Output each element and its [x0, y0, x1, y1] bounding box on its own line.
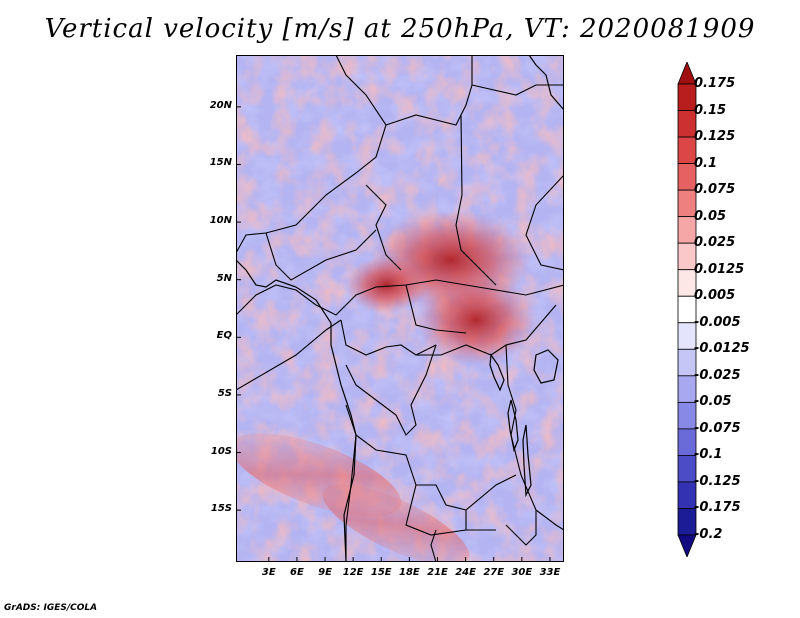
lon-tick-label: 33E — [539, 567, 561, 578]
lon-tick-label: 18E — [398, 567, 420, 578]
colorbar-level-label: 0.0125 — [694, 261, 745, 277]
lon-tick-label: 24E — [455, 567, 476, 578]
colorbar-level-label: 0.075 — [694, 182, 736, 198]
colorbar-level-label: 0.1 — [694, 155, 718, 171]
colorbar — [677, 62, 697, 557]
lon-tick-label: 6E — [290, 567, 304, 578]
ascent-band-south — [322, 484, 470, 566]
lat-tick-label: 15S — [210, 503, 232, 515]
lat-tick-label: 20N — [209, 99, 232, 111]
colorbar-level-label: 0.125 — [694, 129, 736, 145]
colorbar-level-label: 0.025 — [694, 235, 736, 251]
colorbar-level-label: 0.005 — [694, 288, 736, 304]
map-panel — [230, 54, 565, 566]
colorbar-bottom-arrow — [677, 534, 697, 557]
lon-tick-label: 12E — [342, 567, 364, 578]
colorbar-level-label: 0.175 — [694, 76, 736, 91]
lon-tick-label: 9E — [318, 567, 332, 578]
map-frame — [236, 55, 564, 562]
convection-hotspot-west — [346, 257, 426, 313]
convection-hotspot-central — [416, 275, 536, 365]
lon-tick-label: 3E — [261, 567, 276, 578]
lon-tick-label: 15E — [370, 567, 392, 578]
coastline — [235, 54, 565, 563]
footer-credit: GrADS: IGES/COLA — [4, 603, 98, 613]
lat-tick-label: 10N — [209, 215, 232, 227]
colorbar-level-label: -0.05 — [694, 394, 732, 410]
colorbar-level-label: 0.05 — [694, 208, 727, 224]
lon-tick-label: 27E — [483, 567, 505, 578]
colorbar-level-label: -0.175 — [694, 500, 741, 516]
lon-tick-label: 21E — [427, 567, 448, 578]
velocity-field-map — [230, 54, 565, 566]
country-borders — [235, 54, 565, 563]
lat-tick-label: 15N — [209, 157, 232, 169]
lat-tick-label: EQ — [216, 330, 232, 342]
lat-tick-label: 5N — [216, 272, 232, 284]
colorbar-level-label: -0.2 — [694, 527, 723, 542]
lat-tick-label: 5S — [217, 387, 232, 399]
colorbar-level-label: -0.075 — [694, 420, 741, 436]
lon-tick-label: 30E — [511, 567, 533, 578]
colorbar-level-label: 0.15 — [694, 102, 727, 118]
lakes — [489, 349, 559, 498]
colorbar-level-label: -0.005 — [694, 314, 741, 330]
colorbar-level-label: -0.025 — [694, 367, 741, 383]
colorbar-level-label: -0.0125 — [694, 341, 750, 357]
lat-tick-label: 10S — [210, 445, 232, 457]
colorbar-level-label: -0.1 — [694, 447, 723, 463]
chart-title: Vertical velocity [m/s] at 250hPa, VT: 2… — [44, 14, 756, 44]
colorbar-level-label: -0.125 — [694, 473, 741, 489]
